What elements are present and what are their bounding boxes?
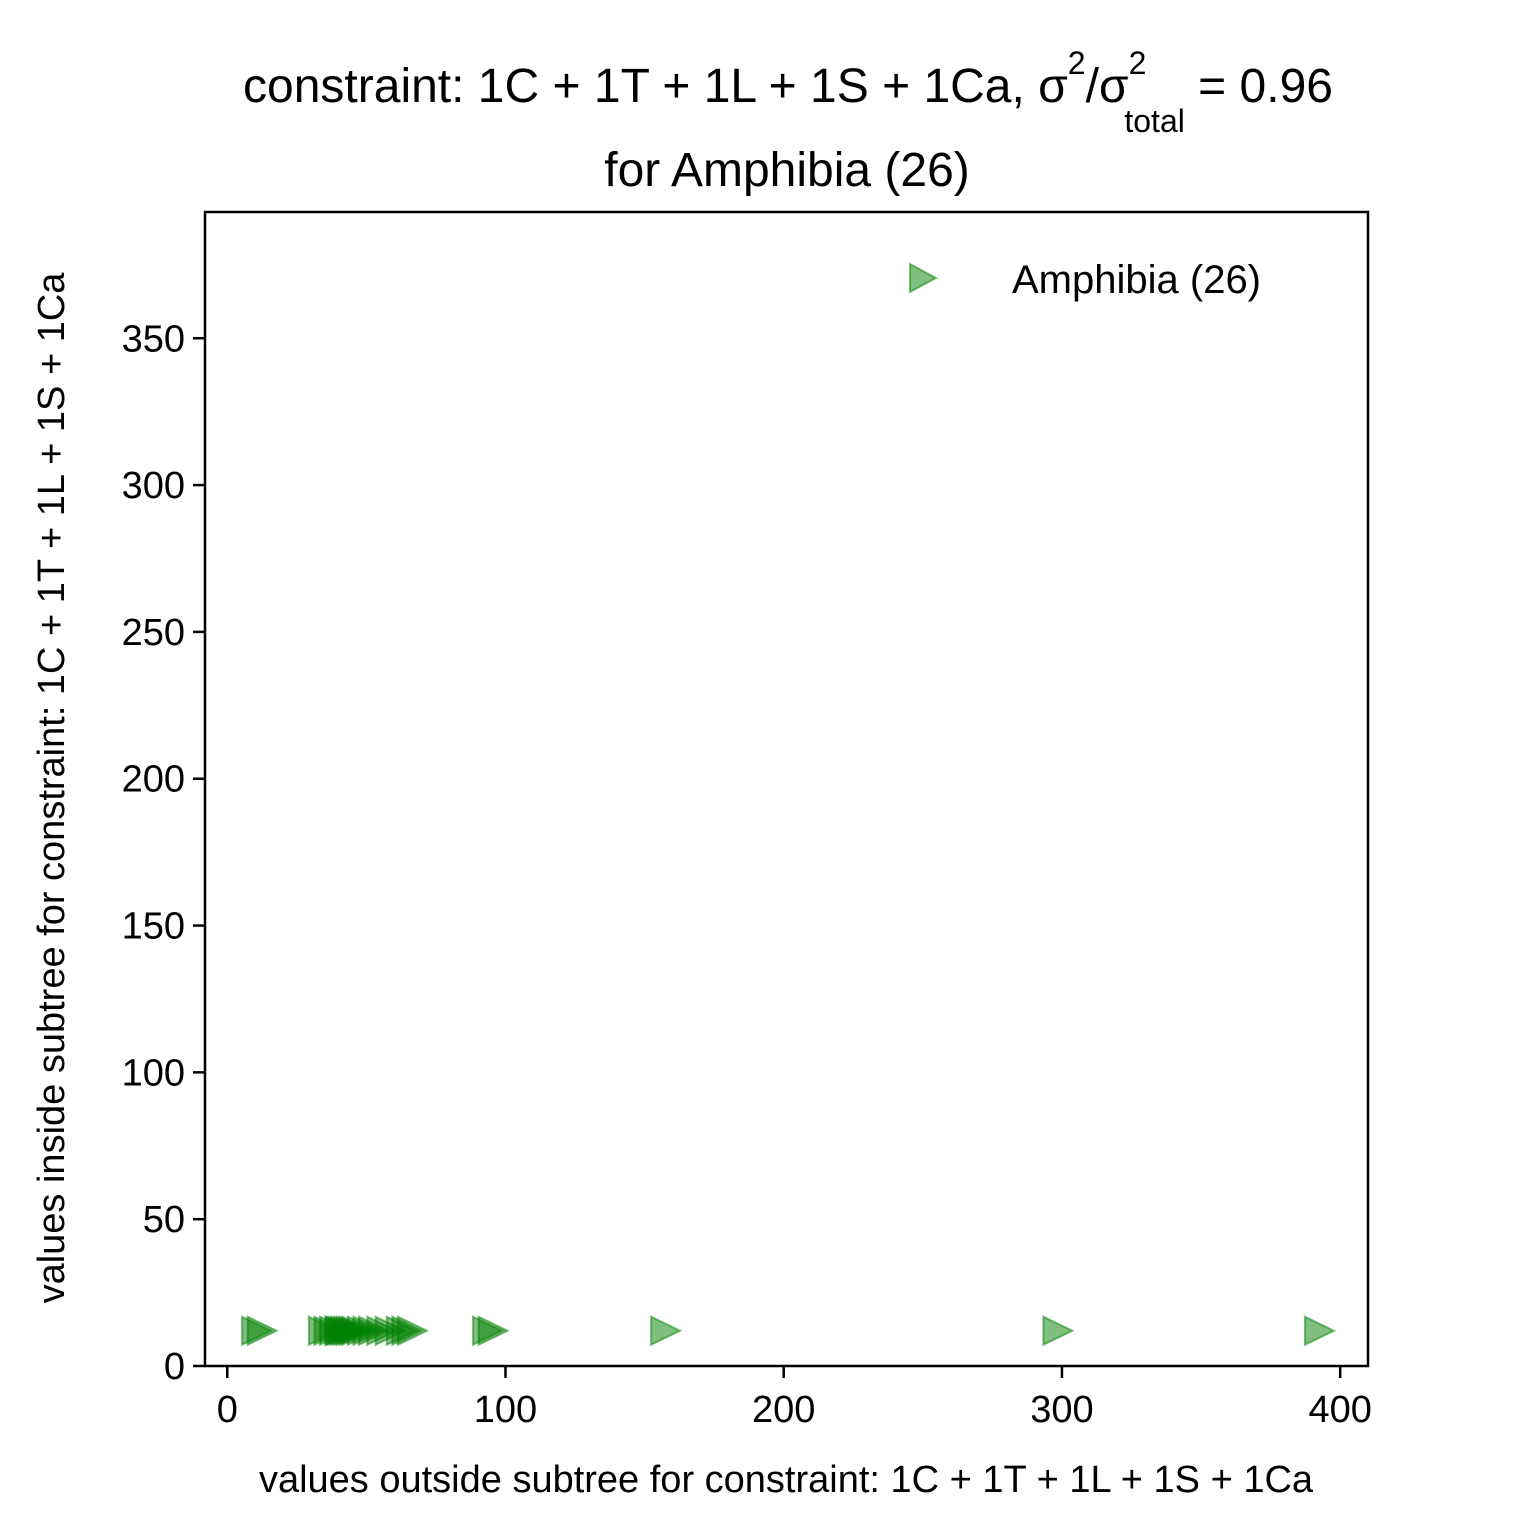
y-axis-label: values inside subtree for constraint: 1C… [31, 272, 73, 1304]
y-tick-label: 300 [122, 465, 185, 507]
chart-title-sup1: 2 [1068, 45, 1086, 81]
data-point [650, 1315, 683, 1347]
legend-label: Amphibia (26) [1012, 258, 1261, 302]
chart-title-mid: /σ [1086, 60, 1129, 113]
y-tick-label: 50 [143, 1199, 185, 1241]
y-tick-label: 150 [122, 906, 185, 948]
data-point [246, 1315, 279, 1347]
chart-subtitle: for Amphibia (26) [604, 144, 970, 197]
x-tick-label: 100 [474, 1389, 537, 1431]
y-axis-ticks: 0 50 100 150 200 250 300 350 [122, 318, 205, 1388]
data-point [396, 1315, 430, 1347]
data-point [477, 1315, 510, 1347]
y-tick-label: 100 [122, 1052, 185, 1094]
x-tick-label: 0 [217, 1389, 238, 1431]
data-point [1042, 1315, 1075, 1347]
x-tick-label: 200 [752, 1389, 815, 1431]
x-tick-label: 400 [1308, 1389, 1371, 1431]
scatter-points [241, 1315, 1337, 1347]
data-point [1303, 1315, 1337, 1347]
y-tick-label: 0 [164, 1346, 185, 1388]
chart-title-sup2: 2 [1129, 45, 1147, 81]
chart-title-sub: total [1124, 103, 1184, 139]
x-axis-label: values outside subtree for constraint: 1… [259, 1459, 1314, 1501]
legend-marker [909, 262, 939, 294]
x-tick-label: 300 [1030, 1389, 1093, 1431]
chart-title-prefix: constraint: 1C + 1T + 1L + 1S + 1Ca, σ [243, 60, 1068, 113]
legend: Amphibia (26) [909, 258, 1261, 302]
y-tick-label: 350 [122, 318, 185, 360]
chart-title-suffix: = 0.96 [1185, 60, 1333, 113]
plot-area [203, 210, 1370, 1368]
y-tick-label: 200 [122, 759, 185, 801]
x-axis-ticks: 0 100 200 300 400 [217, 1366, 1372, 1431]
y-tick-label: 250 [122, 612, 185, 654]
data-point [324, 1315, 357, 1347]
chart-title: constraint: 1C + 1T + 1L + 1S + 1Ca, σ2/… [243, 45, 1333, 139]
